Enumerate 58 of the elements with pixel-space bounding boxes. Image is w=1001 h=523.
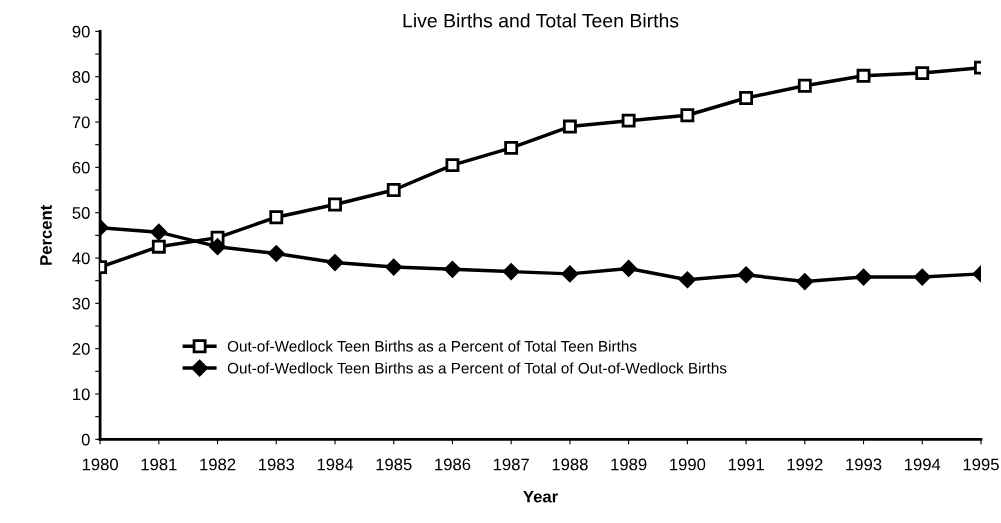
x-tick-label: 1989 <box>611 458 647 471</box>
point <box>796 273 814 290</box>
point <box>679 271 696 289</box>
x-tick-label: 1982 <box>200 458 236 471</box>
point <box>385 258 402 276</box>
y-axis-title: Percent <box>40 204 52 265</box>
point <box>620 260 637 277</box>
x-tick-label: 1986 <box>435 458 471 471</box>
point <box>386 183 401 197</box>
point <box>504 140 519 155</box>
x-tick-label: 1988 <box>552 458 588 471</box>
y-tick-label: 90 <box>72 25 90 38</box>
y-tick-label: 20 <box>72 343 90 355</box>
point <box>445 158 460 173</box>
x-tick-label: 1992 <box>787 458 823 471</box>
x-tick-label: 1984 <box>317 458 354 471</box>
point <box>739 91 754 105</box>
x-tick-label: 1983 <box>259 458 295 471</box>
x-tick-label: 1993 <box>846 458 882 471</box>
point <box>151 239 166 254</box>
point <box>268 245 285 262</box>
point <box>562 119 577 134</box>
y-tick-label: 0 <box>81 433 90 446</box>
point <box>797 78 812 93</box>
point <box>915 66 930 81</box>
x-tick-label: 1994 <box>904 458 941 471</box>
x-tick-label: 1990 <box>670 458 706 471</box>
point <box>913 268 931 286</box>
point <box>561 265 579 283</box>
point <box>680 108 695 123</box>
x-tick-label: 1991 <box>728 458 764 471</box>
x-tick-label: 1985 <box>376 458 412 471</box>
legend-label: Out-of-Wedlock Teen Births as a Percent of Total of Out-of-Wedlock Births <box>227 362 727 374</box>
x-tick-label: 1980 <box>82 458 118 471</box>
y-tick-label: 60 <box>72 161 90 174</box>
y-tick-label: 40 <box>72 252 90 265</box>
y-tick-label: 10 <box>73 388 90 401</box>
x-tick-label: 1995 <box>963 458 999 471</box>
point <box>856 68 871 83</box>
y-tick-label: 80 <box>72 71 90 83</box>
point <box>209 238 226 255</box>
point <box>269 210 284 225</box>
point <box>855 268 872 286</box>
x-axis-title: Year <box>523 490 558 503</box>
point <box>444 261 461 278</box>
y-tick-label: 50 <box>72 207 90 219</box>
x-tick-label: 1981 <box>141 458 177 471</box>
point <box>326 254 344 271</box>
point <box>737 266 755 284</box>
chart-title: Live Births and Total Teen Births <box>403 13 679 28</box>
point <box>621 113 636 128</box>
point <box>328 197 342 212</box>
y-tick-label: 70 <box>72 116 90 129</box>
y-tick-label: 30 <box>72 297 90 310</box>
point <box>502 263 520 280</box>
legend-label: Out-of-Wedlock Teen Births as a Percent of Total Teen Births <box>227 340 637 352</box>
point <box>150 223 168 241</box>
x-tick-label: 1987 <box>493 458 529 471</box>
